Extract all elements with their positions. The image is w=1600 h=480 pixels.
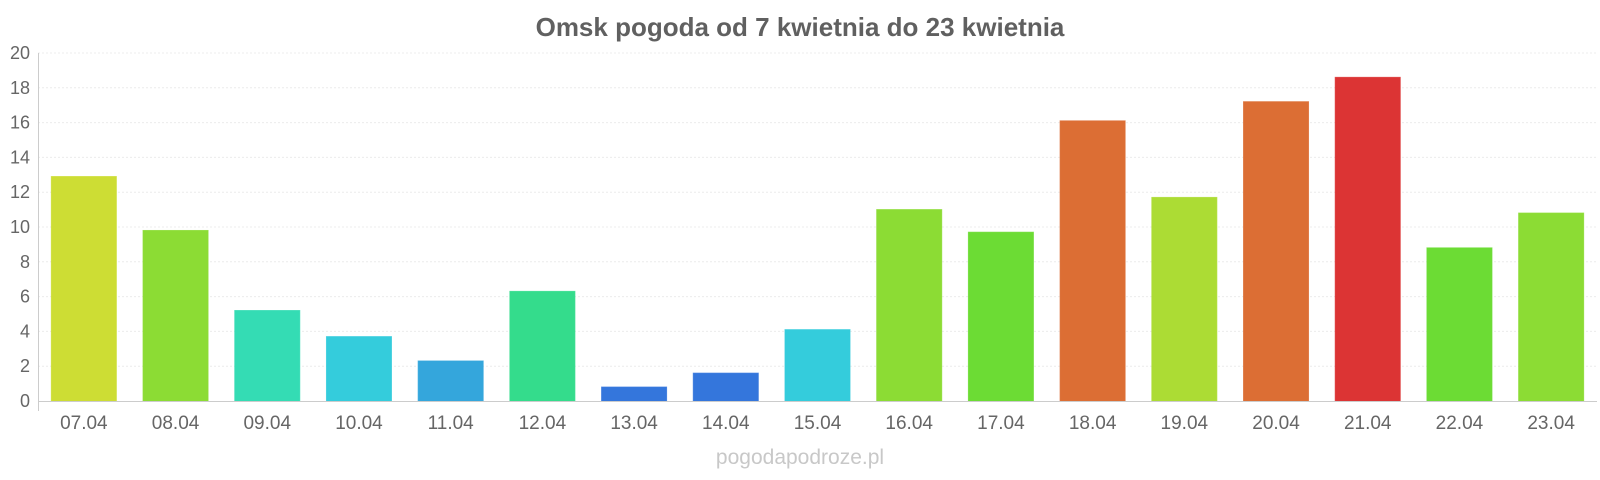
watermark-text: pogodapodroze.pl xyxy=(716,446,884,469)
x-tick-label: 12.04 xyxy=(519,413,567,434)
bar-20.04 xyxy=(1243,101,1310,402)
y-tick-label: 8 xyxy=(20,252,30,272)
bar-08.04 xyxy=(142,229,209,402)
y-tick-label: 4 xyxy=(20,321,30,341)
x-tick-label: 15.04 xyxy=(794,413,842,434)
x-tick-label: 13.04 xyxy=(610,413,658,434)
bar-10.04 xyxy=(325,336,392,402)
bar-23.04 xyxy=(1518,212,1585,402)
y-tick-label: 6 xyxy=(20,287,30,307)
y-tick-label: 14 xyxy=(10,147,30,167)
axes xyxy=(38,53,1597,411)
bar-12.04 xyxy=(509,290,576,402)
y-tick-label: 18 xyxy=(10,78,30,98)
x-tick-label: 14.04 xyxy=(702,413,750,434)
x-tick-label: 19.04 xyxy=(1161,413,1209,434)
bar-19.04 xyxy=(1151,196,1218,402)
bar-14.04 xyxy=(692,372,759,402)
x-tick-label: 21.04 xyxy=(1344,413,1392,434)
x-axis-ticks: 07.04 08.04 09.04 10.04 11.04 12.04 13.04 14.04… xyxy=(60,413,1575,434)
x-tick-label: 08.04 xyxy=(152,413,200,434)
x-tick-label: 09.04 xyxy=(243,413,291,434)
x-tick-label: 07.04 xyxy=(60,413,108,434)
x-tick-label: 10.04 xyxy=(335,413,383,434)
bar-22.04 xyxy=(1426,247,1493,402)
bar-09.04 xyxy=(234,310,301,402)
y-tick-label: 10 xyxy=(10,217,30,237)
y-tick-label: 20 xyxy=(10,43,30,63)
bar-15.04 xyxy=(784,329,851,402)
bar-07.04 xyxy=(50,176,117,402)
y-tick-label: 12 xyxy=(10,182,30,202)
y-tick-label: 0 xyxy=(20,391,30,411)
chart-title: Omsk pogoda od 7 kwietnia do 23 kwietnia xyxy=(536,12,1065,42)
y-axis-ticks: 0 2 4 6 8 10 12 14 16 18 20 xyxy=(10,43,30,411)
bar-21.04 xyxy=(1334,76,1401,402)
x-tick-label: 11.04 xyxy=(428,413,475,434)
y-tick-label: 16 xyxy=(10,113,30,133)
bars xyxy=(50,76,1585,402)
bar-13.04 xyxy=(601,386,668,402)
x-tick-label: 22.04 xyxy=(1436,413,1484,434)
bar-18.04 xyxy=(1059,120,1126,402)
y-tick-label: 2 xyxy=(20,356,30,376)
bar-16.04 xyxy=(876,209,943,402)
x-tick-label: 17.04 xyxy=(977,413,1025,434)
x-tick-label: 18.04 xyxy=(1069,413,1117,434)
bar-17.04 xyxy=(967,231,1034,402)
x-tick-label: 16.04 xyxy=(885,413,933,434)
x-tick-label: 23.04 xyxy=(1527,413,1575,434)
x-tick-label: 20.04 xyxy=(1252,413,1300,434)
bar-11.04 xyxy=(417,360,484,402)
